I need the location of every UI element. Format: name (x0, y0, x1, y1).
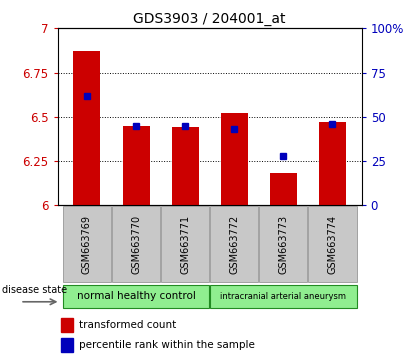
Text: intracranial arterial aneurysm: intracranial arterial aneurysm (220, 292, 346, 301)
FancyBboxPatch shape (112, 206, 160, 282)
Text: GSM663771: GSM663771 (180, 215, 190, 274)
FancyBboxPatch shape (259, 206, 307, 282)
Text: GSM663773: GSM663773 (278, 215, 288, 274)
Text: transformed count: transformed count (79, 320, 176, 330)
Title: GDS3903 / 204001_at: GDS3903 / 204001_at (133, 12, 286, 26)
Text: GSM663774: GSM663774 (327, 215, 337, 274)
Text: GSM663772: GSM663772 (229, 215, 239, 274)
Bar (60, 337, 73, 352)
FancyBboxPatch shape (63, 285, 209, 308)
FancyBboxPatch shape (308, 206, 356, 282)
Bar (270, 173, 297, 205)
FancyBboxPatch shape (63, 206, 111, 282)
Bar (319, 122, 346, 205)
FancyBboxPatch shape (210, 285, 356, 308)
FancyBboxPatch shape (161, 206, 209, 282)
FancyBboxPatch shape (210, 206, 259, 282)
Text: GSM663769: GSM663769 (82, 215, 92, 274)
Bar (74, 51, 100, 205)
Text: disease state: disease state (2, 285, 67, 295)
Bar (122, 126, 150, 205)
Text: percentile rank within the sample: percentile rank within the sample (79, 340, 255, 350)
Bar (60, 318, 73, 332)
Bar (172, 127, 199, 205)
Text: normal healthy control: normal healthy control (76, 291, 196, 302)
Bar (221, 113, 247, 205)
Text: GSM663770: GSM663770 (131, 215, 141, 274)
